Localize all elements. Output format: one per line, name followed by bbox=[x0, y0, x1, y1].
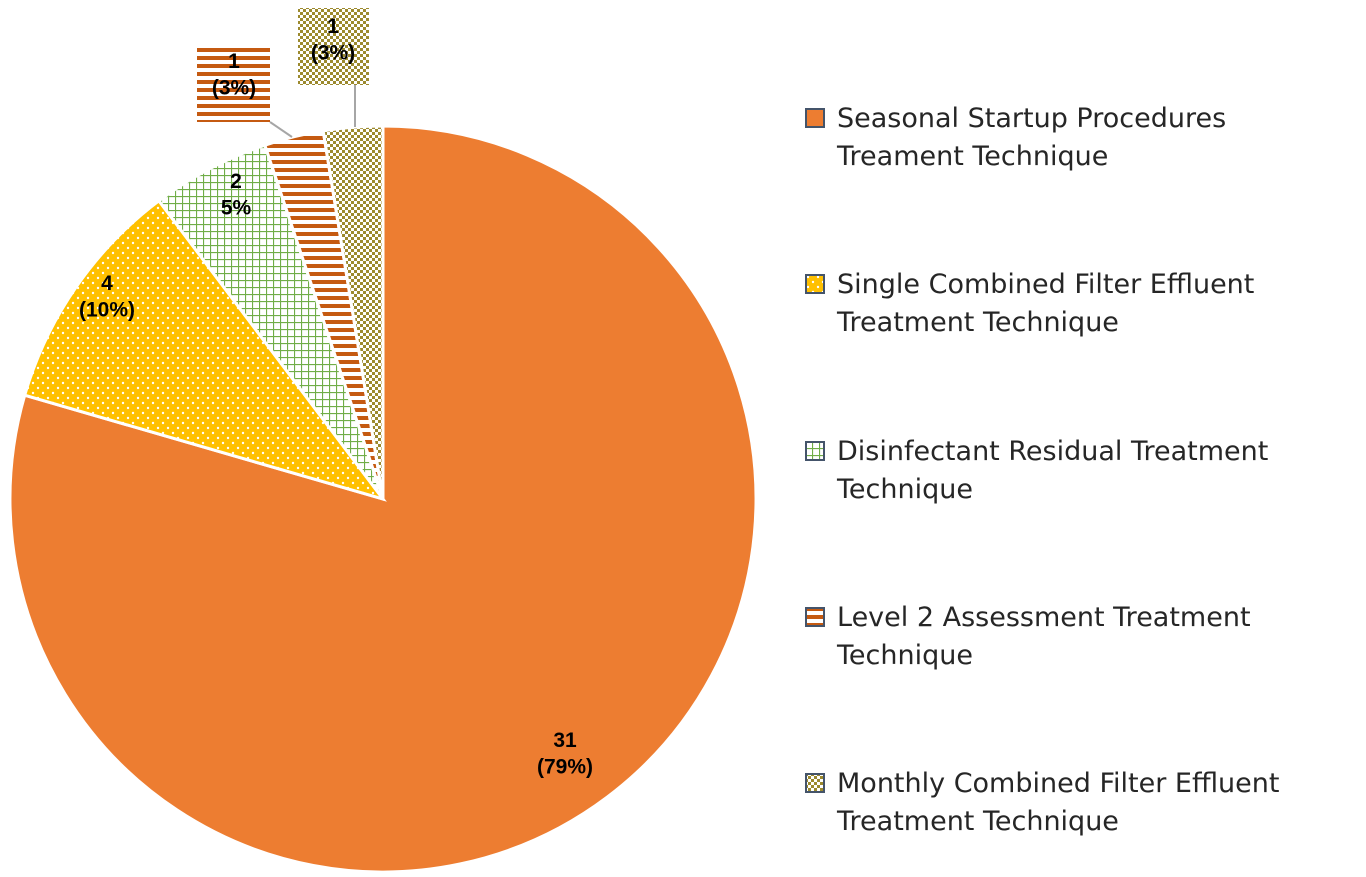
legend-swatch bbox=[805, 773, 825, 793]
legend-label: Disinfectant Residual Treatment Techniqu… bbox=[837, 436, 1269, 505]
legend-swatch bbox=[805, 108, 825, 128]
legend-swatch-rect bbox=[805, 108, 825, 128]
legend-swatch-rect bbox=[805, 274, 825, 294]
data-label: 4 (10%) bbox=[79, 272, 135, 321]
label-box bbox=[298, 8, 369, 85]
legend-swatch bbox=[805, 274, 825, 294]
legend-item: Monthly Combined Filter Effluent Treatme… bbox=[805, 765, 1365, 841]
legend-swatch bbox=[805, 607, 825, 627]
legend-label: Level 2 Assessment Treatment Technique bbox=[837, 602, 1251, 671]
legend-item: Disinfectant Residual Treatment Techniqu… bbox=[805, 433, 1365, 509]
data-label: 31 (79%) bbox=[537, 729, 593, 778]
leader-line bbox=[269, 121, 293, 138]
label-box bbox=[197, 47, 270, 122]
legend-label: Single Combined Filter Effluent Treatmen… bbox=[837, 269, 1255, 338]
data-label: 1 (3%) bbox=[212, 50, 256, 99]
data-label: 1 (3%) bbox=[311, 15, 355, 64]
legend-swatch-rect bbox=[805, 441, 825, 461]
legend-swatch-rect bbox=[805, 773, 825, 793]
legend-label: Monthly Combined Filter Effluent Treatme… bbox=[837, 768, 1280, 837]
data-label: 2 5% bbox=[221, 170, 252, 219]
legend-item: Level 2 Assessment Treatment Technique bbox=[805, 599, 1365, 675]
legend-swatch bbox=[805, 441, 825, 461]
pie-slice bbox=[321, 124, 385, 500]
pie-slice bbox=[22, 198, 387, 502]
legend-item: Seasonal Startup Procedures Treament Tec… bbox=[805, 100, 1365, 176]
legend-label: Seasonal Startup Procedures Treament Tec… bbox=[837, 103, 1227, 172]
legend-item: Single Combined Filter Effluent Treatmen… bbox=[805, 266, 1365, 342]
legend-swatch-rect bbox=[805, 607, 825, 627]
